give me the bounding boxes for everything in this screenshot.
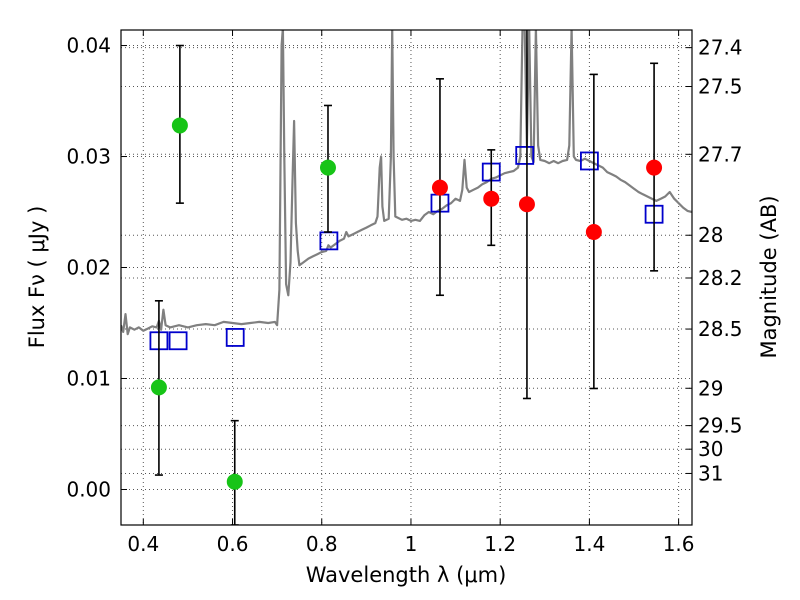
red-data-point — [518, 196, 535, 213]
mag-tick-label: 28.5 — [698, 317, 743, 341]
plot-area — [121, 30, 692, 525]
model-square — [225, 328, 245, 347]
green-data-point — [171, 117, 188, 134]
red-data-point — [585, 223, 602, 240]
green-data-point — [226, 473, 243, 490]
mag-tick-label: 28.2 — [698, 266, 743, 290]
axis-ticks: 0.4 0.6 0.8 1 1.2 1.4 1.6 0.00 0.01 0.02 0.03 0.04 2… — [66, 30, 743, 556]
mag-tick-label: 29 — [698, 376, 723, 400]
x-tick-label: 0.8 — [306, 532, 338, 556]
spectrum-line — [121, 30, 692, 336]
x-tick-label: 1 — [405, 532, 418, 556]
green-data-point — [150, 379, 167, 396]
red-data-point — [431, 179, 448, 196]
x-tick-label: 1.2 — [484, 532, 516, 556]
x-tick-label: 1.6 — [663, 532, 695, 556]
model-square — [515, 146, 535, 165]
model-square — [579, 151, 599, 171]
x-axis-label: Wavelength λ (μm) — [306, 563, 507, 587]
mag-tick-label: 28 — [698, 223, 723, 247]
y-tick-label: 0.04 — [66, 34, 111, 58]
model-square — [168, 331, 188, 351]
y-tick-label: 0.02 — [66, 256, 111, 280]
x-tick-label: 0.4 — [127, 532, 159, 556]
green-data-point — [319, 159, 336, 176]
mag-tick-label: 27.4 — [698, 36, 743, 60]
mag-tick-label: 31 — [698, 461, 723, 485]
mag-tick-label: 30 — [698, 437, 723, 461]
mag-tick-label: 27.5 — [698, 75, 743, 99]
grid — [121, 30, 692, 525]
y-tick-label: 0.00 — [66, 477, 111, 501]
mag-tick-label: 29.5 — [698, 414, 743, 438]
red-data-point — [646, 159, 663, 176]
x-tick-label: 1.4 — [573, 532, 605, 556]
mag-tick-label: 27.7 — [698, 142, 743, 166]
x-tick-label: 0.6 — [217, 532, 249, 556]
y-axis-label: Flux Fν ( μJy ) — [25, 206, 49, 349]
plot-frame — [120, 29, 693, 526]
red-data-point — [483, 190, 500, 207]
right-axis-label: Magnitude (AB) — [757, 195, 781, 358]
y-tick-label: 0.03 — [66, 145, 111, 169]
y-tick-label: 0.01 — [66, 366, 111, 390]
